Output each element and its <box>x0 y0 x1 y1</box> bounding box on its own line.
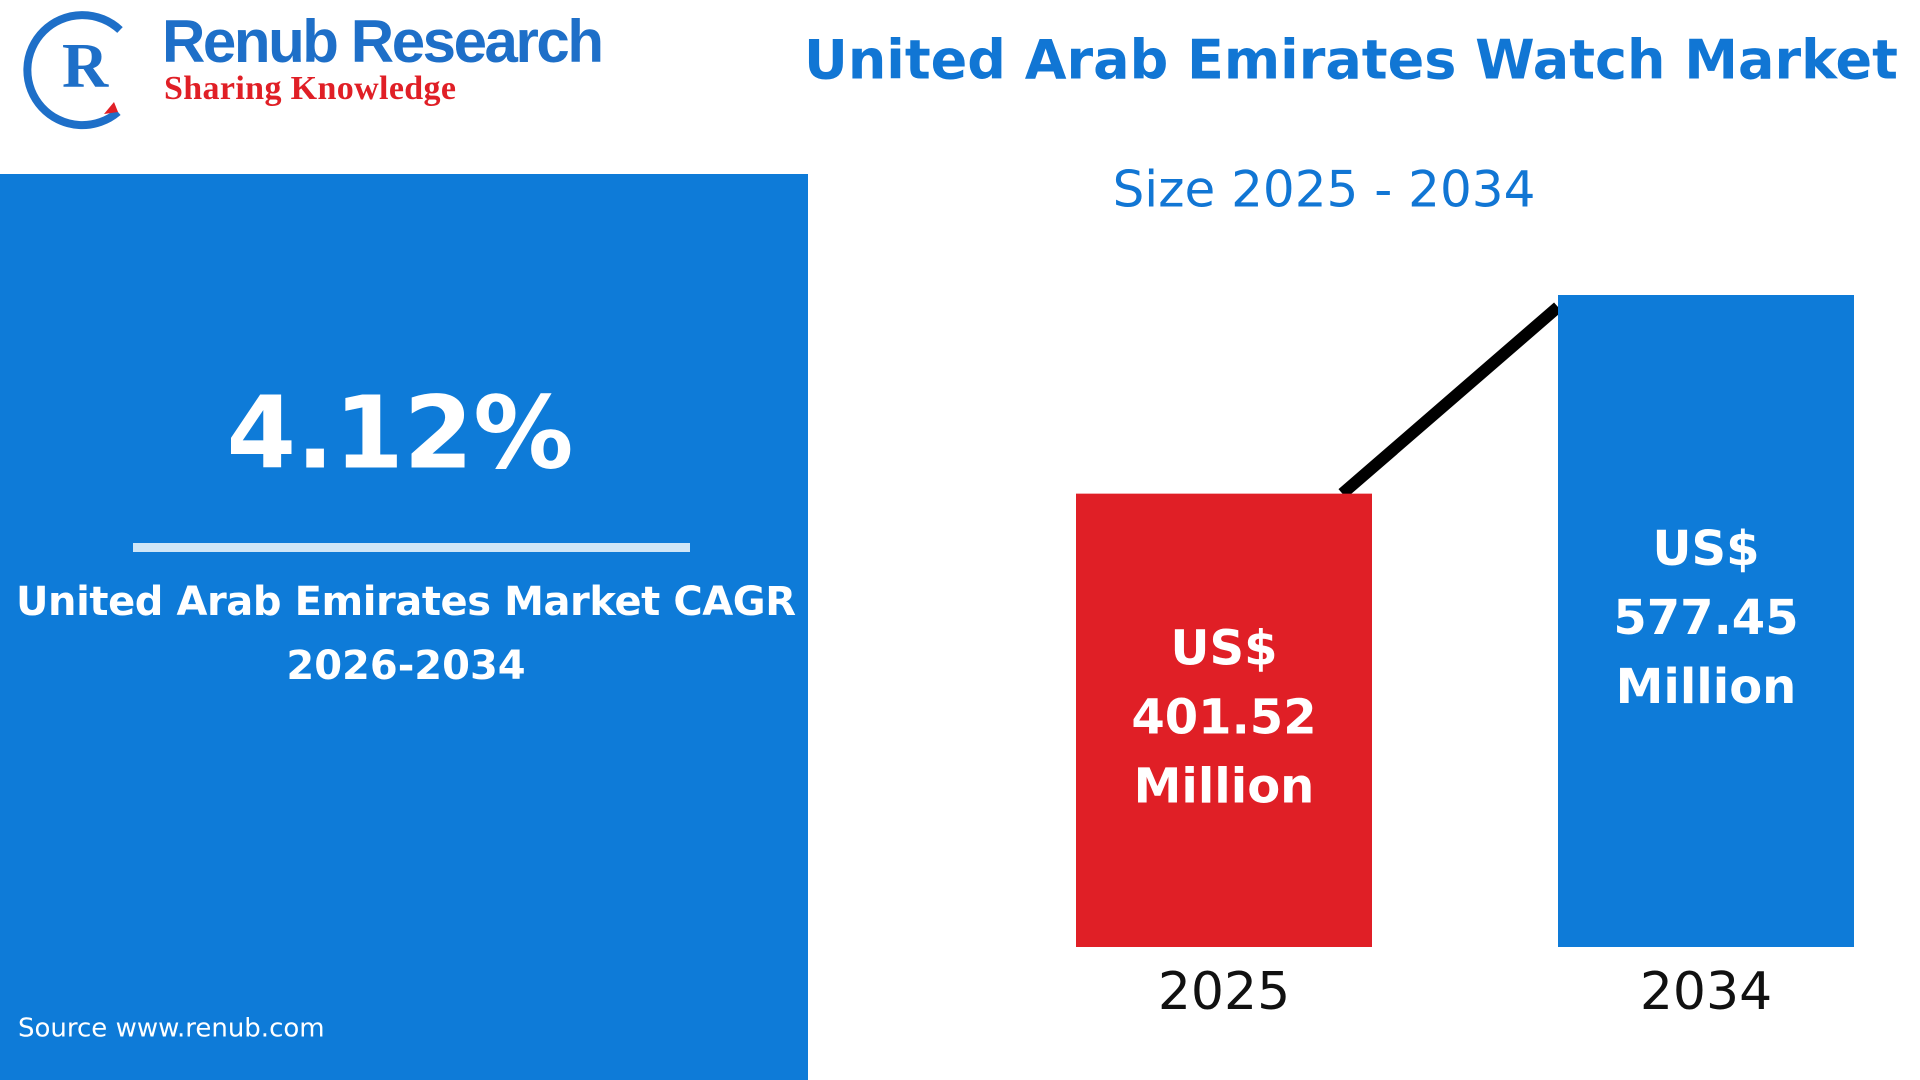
chart-subtitle: Size 2025 - 2034 <box>1113 161 1536 219</box>
value-label: US$ 577.45 Million <box>1613 521 1798 715</box>
tagline: Sharing Knowledge <box>164 70 456 107</box>
kpi-label: 2026-2034 <box>286 643 525 689</box>
brand: Renub Research <box>162 8 604 75</box>
connector <box>1338 302 1562 499</box>
bar <box>1558 295 1854 947</box>
x-tick-label: 2034 <box>1640 962 1772 1022</box>
source: Source www.renub.com <box>18 1014 325 1044</box>
logo-mark: R <box>62 30 109 101</box>
x-tick-label: 2025 <box>1158 962 1290 1022</box>
chart-title: United Arab Emirates Watch Market <box>804 29 1898 92</box>
kpi-panel <box>0 174 808 1080</box>
bar <box>1076 493 1372 947</box>
kpi-label: United Arab Emirates Market CAGR <box>16 579 796 625</box>
logo-arc <box>23 11 123 130</box>
divider <box>133 543 690 552</box>
kpi-value: 4.12% <box>227 374 574 491</box>
logo-arrow <box>104 102 118 114</box>
logo: R Renub Research Sharing Knowledge <box>23 8 604 130</box>
value-label: US$ 401.52 Million <box>1131 620 1316 814</box>
